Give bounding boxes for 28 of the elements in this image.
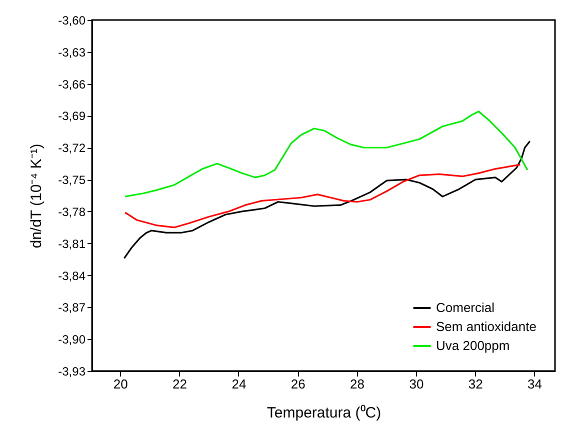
legend-label: Uva 200ppm	[436, 338, 510, 353]
x-axis-title: Temperatura (⁰C)	[266, 404, 382, 422]
y-tick-label: -3,72	[58, 141, 86, 156]
line-series	[124, 110, 528, 198]
line-series	[124, 164, 521, 228]
x-tick-label: 26	[290, 376, 306, 392]
y-tick-label: -3,84	[58, 268, 86, 283]
legend-label: Sem antioxidante	[436, 319, 536, 334]
y-tick-label: -3,81	[58, 236, 86, 251]
x-tick-label: 20	[113, 376, 128, 392]
y-tick-label: -3,90	[58, 332, 86, 347]
y-tick-label: -3,78	[58, 204, 86, 219]
x-tick-label: 34	[528, 376, 542, 392]
x-tick-label: 24	[232, 376, 246, 392]
y-axis-title: dn/dT (10⁻⁴ K⁻¹)	[28, 144, 46, 248]
x-tick-label: 22	[172, 376, 188, 392]
y-tick-label: -3,66	[58, 77, 86, 92]
y-tick-label: -3,75	[58, 173, 86, 188]
y-tick-label: -3,69	[58, 109, 86, 124]
legend-label: Comercial	[436, 300, 495, 315]
y-tick-label: -3,63	[58, 45, 86, 60]
y-tick-label: -3,87	[58, 300, 86, 315]
x-tick-label: 30	[409, 376, 424, 392]
x-tick-label: 28	[350, 376, 365, 392]
line-series	[123, 140, 531, 260]
x-tick-label: 32	[468, 376, 483, 392]
y-tick-label: -3,60	[58, 14, 86, 28]
y-tick-label: -3,93	[58, 364, 86, 378]
